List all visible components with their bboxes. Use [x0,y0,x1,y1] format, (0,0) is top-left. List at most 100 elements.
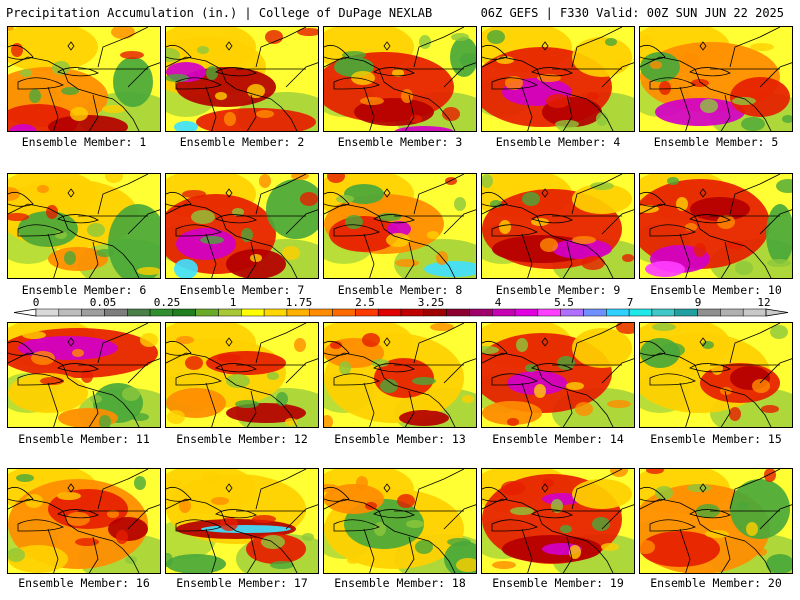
ensemble-member-label: Ensemble Member: 2 [179,135,305,149]
map-title: Precipitation Accumulation (in.) | Colle… [6,6,433,20]
ensemble-panel-13 [323,322,477,428]
precip-map [324,323,476,427]
ensemble-member-label: Ensemble Member: 5 [653,135,779,149]
colorbar-swatch [469,308,493,317]
precip-map [324,469,476,573]
precip-map [166,174,318,278]
ensemble-panel-9 [481,173,635,279]
precip-map [8,469,160,573]
precip-map [482,174,634,278]
precip-map [8,27,160,131]
colorbar-swatch [377,308,402,317]
colorbar-tick-label: 7 [626,296,634,309]
colorbar-tick-label: 9 [694,296,702,309]
colorbar-swatch [127,308,151,317]
precip-map [8,174,160,278]
precip-map [166,27,318,131]
colorbar-swatch [263,308,288,317]
colorbar-tick-label: 3.25 [417,296,445,309]
precip-map [166,323,318,427]
ensemble-member-label: Ensemble Member: 4 [495,135,621,149]
colorbar-swatch [606,308,630,317]
precip-map [482,27,634,131]
colorbar-tick-label: 1 [229,296,237,309]
colorbar-min-arrow [13,308,37,317]
ensemble-member-label: Ensemble Member: 11 [18,432,150,446]
precip-map [640,174,792,278]
colorbar-swatch [720,308,744,317]
colorbar-tick-label: 4 [494,296,502,309]
colorbar-tick-label: 0 [32,296,40,309]
ensemble-panel-5 [639,26,793,132]
run-valid-time: 06Z GEFS | F330 Valid: 00Z SUN JUN 22 20… [480,6,784,20]
precip-map [166,469,318,573]
ensemble-member-label: Ensemble Member: 7 [179,283,305,297]
ensemble-member-label: Ensemble Member: 3 [337,135,463,149]
precip-map [8,323,160,427]
ensemble-panel-11 [7,322,161,428]
colorbar-swatch [195,308,219,317]
colorbar-swatch [742,308,767,317]
ensemble-member-label: Ensemble Member: 14 [492,432,624,446]
ensemble-panel-17 [165,468,319,574]
colorbar-max-arrow [765,308,789,317]
colorbar-swatch [560,308,584,317]
ensemble-panel-10 [639,173,793,279]
colorbar-swatch [697,308,721,317]
ensemble-member-label: Ensemble Member: 13 [334,432,466,446]
colorbar-swatch [286,308,310,317]
colorbar-swatch [218,308,242,317]
colorbar [13,308,789,317]
precip-map [482,469,634,573]
colorbar-swatch [651,308,675,317]
colorbar-swatch [583,308,607,317]
ensemble-panel-1 [7,26,161,132]
ensemble-member-label: Ensemble Member: 9 [495,283,621,297]
colorbar-swatch [446,308,470,317]
ensemble-panel-14 [481,322,635,428]
ensemble-panel-8 [323,173,477,279]
ensemble-member-label: Ensemble Member: 10 [650,283,782,297]
colorbar-tick-label: 0.25 [153,296,181,309]
ensemble-member-label: Ensemble Member: 16 [18,576,150,590]
colorbar-tick-label: 0.05 [89,296,117,309]
ensemble-panel-4 [481,26,635,132]
precip-map [324,174,476,278]
ensemble-member-label: Ensemble Member: 1 [21,135,147,149]
ensemble-panel-19 [481,468,635,574]
ensemble-member-label: Ensemble Member: 18 [334,576,466,590]
ensemble-member-label: Ensemble Member: 17 [176,576,308,590]
colorbar-swatch [332,308,356,317]
precip-map [640,323,792,427]
ensemble-panel-3 [323,26,477,132]
ensemble-panel-6 [7,173,161,279]
ensemble-member-label: Ensemble Member: 6 [21,283,147,297]
ensemble-member-label: Ensemble Member: 8 [337,283,463,297]
colorbar-swatch [400,308,425,317]
colorbar-tick-label: 2.5 [355,296,375,309]
colorbar-swatch [309,308,333,317]
ensemble-panel-7 [165,173,319,279]
colorbar-swatch [537,308,561,317]
ensemble-panel-12 [165,322,319,428]
colorbar-swatch [58,308,82,317]
colorbar-swatch [492,308,516,317]
precip-map [640,469,792,573]
ensemble-member-label: Ensemble Member: 15 [650,432,782,446]
precip-map [640,27,792,131]
colorbar-swatch [628,308,653,317]
precip-map [482,323,634,427]
ensemble-panel-20 [639,468,793,574]
colorbar-swatch [355,308,379,317]
ensemble-member-label: Ensemble Member: 20 [650,576,782,590]
colorbar-swatch [514,308,539,317]
ensemble-member-label: Ensemble Member: 19 [492,576,624,590]
colorbar-swatch [81,308,105,317]
ensemble-panel-15 [639,322,793,428]
colorbar-swatch [172,308,196,317]
colorbar-tick-label: 12 [757,296,771,309]
colorbar-tick-label: 1.75 [285,296,313,309]
colorbar-swatch [149,308,174,317]
precip-map [324,27,476,131]
ensemble-panel-18 [323,468,477,574]
